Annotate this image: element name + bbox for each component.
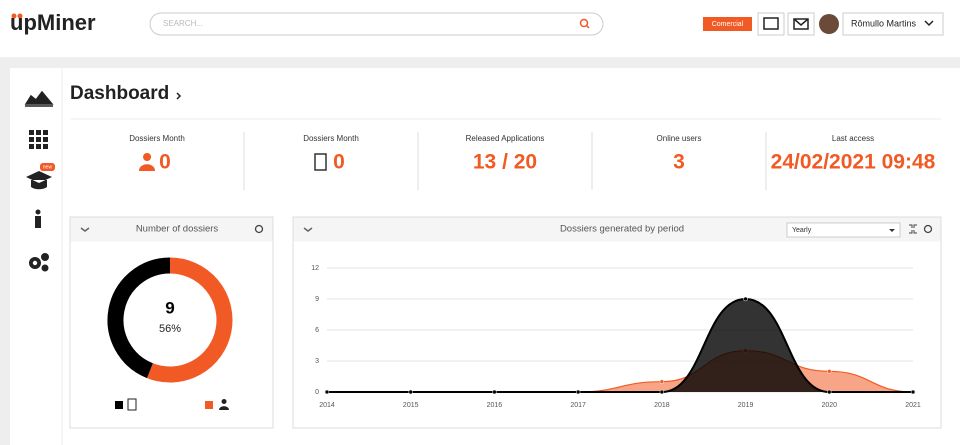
x-tick-label: 2017 <box>570 402 586 409</box>
stat-value: 0 <box>333 151 345 174</box>
x-tick-label: 2016 <box>487 402 503 409</box>
legend-person-icon <box>219 399 229 410</box>
point <box>492 389 497 395</box>
search-box[interactable] <box>149 12 604 36</box>
y-tick-label: 12 <box>311 265 319 272</box>
mail-icon <box>793 18 809 30</box>
breadcrumb-arrow <box>176 92 182 100</box>
nav-apps[interactable] <box>29 130 48 149</box>
point <box>743 296 748 302</box>
point <box>659 379 665 384</box>
x-tick-label: 2019 <box>738 402 754 409</box>
donut-panel <box>69 216 274 429</box>
refresh-icon[interactable] <box>923 224 933 234</box>
nav-info[interactable] <box>35 209 41 229</box>
new-badge-label: new <box>43 164 53 170</box>
period-select-value: Yearly <box>792 227 812 234</box>
legend-swatch <box>205 401 213 409</box>
point <box>827 369 832 374</box>
stat-label: Online users <box>657 134 702 143</box>
panel-title: Dossiers generated by period <box>560 224 684 235</box>
mail-button[interactable] <box>787 12 815 36</box>
collapse-icon[interactable] <box>80 227 90 232</box>
list-icon <box>763 17 779 30</box>
y-tick-label: 0 <box>315 389 319 396</box>
badge-label: Comercial <box>712 21 744 28</box>
y-tick-label: 3 <box>315 358 319 365</box>
logo-dot <box>11 13 17 19</box>
logo[interactable]: upMiner <box>10 10 96 35</box>
nav-training[interactable] <box>26 171 52 190</box>
badge[interactable] <box>703 17 752 31</box>
logo-dot <box>17 13 23 19</box>
donut-total: 9 <box>165 298 174 317</box>
donut-percent: 56% <box>159 323 181 335</box>
area-fill <box>327 299 913 392</box>
nav-dashboard[interactable] <box>24 90 54 107</box>
stat-label: Released Applications <box>466 134 545 143</box>
y-tick-label: 9 <box>315 296 319 303</box>
legend-building-icon <box>127 398 137 411</box>
stat-label: Dossiers Month <box>303 134 359 143</box>
area-line <box>327 297 913 394</box>
y-tick-label: 6 <box>315 327 319 334</box>
point <box>827 389 832 395</box>
stat-value: 3 <box>673 151 685 174</box>
caret <box>924 20 934 27</box>
search-icon <box>585 24 590 29</box>
user-name: Rômullo Martins <box>851 18 917 28</box>
stat-label: Dossiers Month <box>129 134 185 143</box>
x-tick-label: 2014 <box>319 402 335 409</box>
legend-swatch <box>115 401 123 409</box>
point <box>910 389 916 395</box>
x-tick-label: 2020 <box>821 402 837 409</box>
donut-segment <box>107 257 171 379</box>
gear-hole <box>32 260 38 266</box>
avatar[interactable] <box>819 14 839 34</box>
x-tick-label: 2021 <box>905 402 921 409</box>
x-tick-label: 2015 <box>403 402 419 409</box>
user-menu[interactable] <box>842 12 944 36</box>
point <box>324 389 330 395</box>
page-title: Dashboard <box>70 83 169 104</box>
collapse-icon[interactable] <box>303 227 313 232</box>
expand-icon[interactable] <box>909 224 917 234</box>
point <box>408 389 413 395</box>
person-icon <box>139 153 155 171</box>
x-tick-label: 2018 <box>654 402 670 409</box>
list-button[interactable] <box>757 12 785 36</box>
area-panel <box>292 216 942 429</box>
point <box>659 389 665 395</box>
refresh-icon[interactable] <box>254 224 264 234</box>
stat-value: 0 <box>159 151 171 174</box>
point <box>575 389 581 395</box>
caret <box>889 229 895 232</box>
building-icon <box>314 153 327 171</box>
stat-value: 24/02/2021 09:48 <box>771 151 936 174</box>
new-badge <box>40 163 55 171</box>
stat-label: Last access <box>832 134 874 143</box>
search-icon[interactable] <box>579 18 589 28</box>
stat-value: 13 / 20 <box>473 151 537 174</box>
panel-title: Number of dossiers <box>136 224 219 235</box>
search-placeholder: SEARCH... <box>163 19 203 28</box>
panel-header <box>70 217 273 242</box>
period-select[interactable] <box>786 222 901 238</box>
donut-segment <box>147 257 233 383</box>
